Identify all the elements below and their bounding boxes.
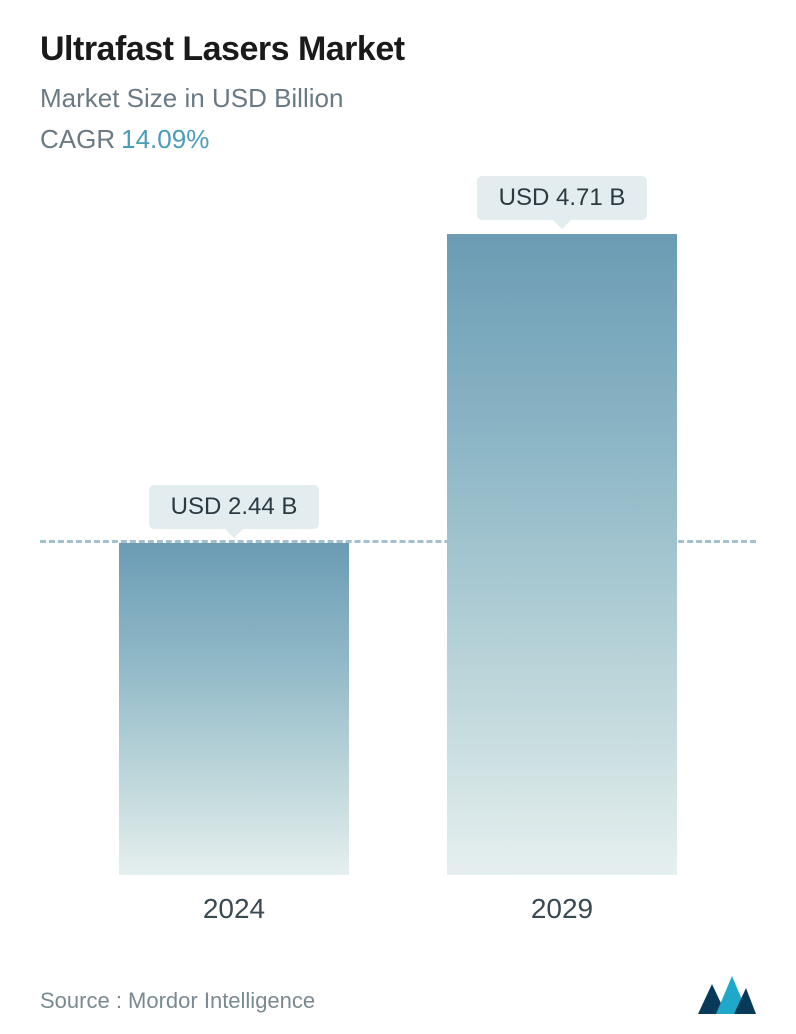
bar	[119, 543, 349, 875]
x-axis-label: 2029	[432, 893, 692, 925]
value-label: USD 4.71 B	[477, 176, 648, 220]
footer: Source : Mordor Intelligence	[40, 964, 756, 1014]
bar-column: USD 4.71 B	[432, 176, 692, 875]
cagr-label: CAGR	[40, 124, 115, 154]
bar	[447, 234, 677, 875]
value-label: USD 2.44 B	[149, 485, 320, 529]
page-root: Ultrafast Lasers Market Market Size in U…	[0, 0, 796, 1034]
x-axis-label: 2024	[104, 893, 364, 925]
chart-area: USD 2.44 B USD 4.71 B	[40, 195, 756, 875]
chart-header: Ultrafast Lasers Market Market Size in U…	[40, 30, 756, 155]
cagr-line: CAGR14.09%	[40, 124, 756, 155]
source-text: Source : Mordor Intelligence	[40, 988, 315, 1014]
bar-column: USD 2.44 B	[104, 485, 364, 875]
cagr-value: 14.09%	[121, 124, 209, 154]
chart-subtitle: Market Size in USD Billion	[40, 83, 756, 114]
bars-container: USD 2.44 B USD 4.71 B	[40, 195, 756, 875]
x-axis-labels: 2024 2029	[40, 875, 756, 925]
chart-wrap: USD 2.44 B USD 4.71 B 2024 2029	[40, 195, 756, 934]
brand-logo-icon	[698, 974, 756, 1014]
chart-title: Ultrafast Lasers Market	[40, 30, 756, 69]
